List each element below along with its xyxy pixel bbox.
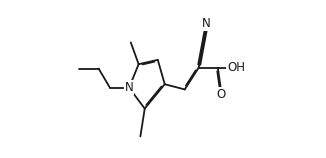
Text: O: O [217, 88, 226, 101]
Text: N: N [125, 81, 133, 94]
Text: N: N [202, 17, 211, 30]
Text: OH: OH [227, 61, 245, 74]
